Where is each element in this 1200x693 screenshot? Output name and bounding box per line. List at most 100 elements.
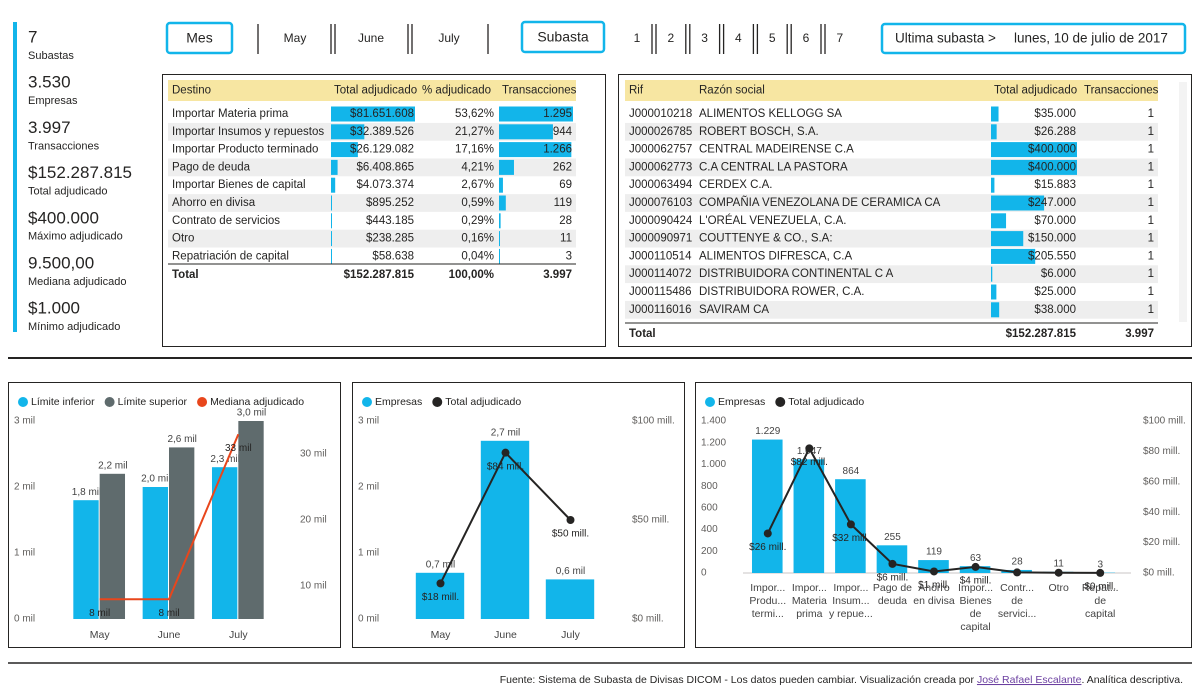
- data-label: $82 mill.: [791, 457, 828, 468]
- line-marker: [1013, 568, 1022, 577]
- line-marker: [971, 562, 980, 571]
- total-cell: $152.287.815: [1006, 328, 1077, 340]
- data-bar: [331, 231, 332, 247]
- total-cell: Total: [629, 328, 656, 340]
- auction-option[interactable]: 2: [667, 31, 674, 45]
- y-tick-label: 1.000: [701, 459, 726, 470]
- kpi-label: Subastas: [28, 50, 74, 62]
- column-header: Total adjudicado: [334, 85, 417, 97]
- y-tick-label: 1 mil: [14, 548, 35, 559]
- y-tick-label: 1 mil: [358, 548, 379, 559]
- table-cell: J000063494: [629, 179, 693, 191]
- filter-button[interactable]: [165, 21, 234, 55]
- data-label: $1 mill.: [918, 580, 950, 591]
- legend-label: Total adjudicado: [788, 396, 864, 408]
- data-bar: [499, 195, 506, 211]
- data-bar: [991, 213, 1007, 229]
- auction-option[interactable]: 7: [836, 31, 843, 45]
- table-cell: CENTRAL MADEIRENSE C.A: [699, 144, 854, 156]
- table-cell: ALIMENTOS KELLOGG SA: [699, 108, 842, 120]
- x-tick-label: Otro: [1048, 582, 1069, 594]
- y2-tick-label: 20 mil: [300, 515, 327, 526]
- data-label: 2,6 mil: [167, 434, 196, 445]
- chart-panel: [8, 382, 341, 648]
- table-cell: 3: [566, 250, 572, 262]
- table-cell: SAVIRAM CA: [699, 304, 769, 316]
- legend-swatch: [18, 397, 28, 407]
- legend-swatch: [362, 397, 372, 407]
- footer: Fuente: Sistema de Subasta de Divisas DI…: [500, 674, 1183, 686]
- auction-option[interactable]: 4: [735, 31, 742, 45]
- filter-button[interactable]: [520, 20, 606, 54]
- data-bar: [331, 142, 358, 158]
- data-bar: [991, 248, 1036, 264]
- table-cell: J000076103: [629, 197, 692, 209]
- data-bar: [331, 159, 338, 175]
- line-marker: [1096, 568, 1105, 577]
- legend-label: Total adjudicado: [445, 396, 521, 408]
- kpi-value: 3.530: [28, 73, 71, 92]
- table-header: [625, 80, 1158, 101]
- bar: [751, 439, 783, 573]
- legend-label: Límite inferior: [31, 396, 95, 408]
- chart-panel: [695, 382, 1192, 648]
- kpi-accent: [13, 22, 17, 332]
- table-cell: $247.000: [1028, 197, 1076, 209]
- data-bar: [991, 159, 1077, 175]
- data-label: 255: [884, 532, 901, 543]
- y2-tick-label: $80 mill.: [1143, 446, 1180, 457]
- x-tick-label: May: [90, 629, 111, 641]
- month-option[interactable]: July: [438, 31, 459, 45]
- table-cell: COMPAÑIA VENEZOLANA DE CERAMICA CA: [699, 196, 941, 209]
- column-header: Transacciones: [502, 85, 577, 97]
- data-bar: [991, 231, 1024, 247]
- data-bar: [991, 266, 993, 282]
- line-marker: [1054, 568, 1063, 577]
- total-cell: 100,00%: [449, 269, 494, 281]
- bar: [545, 579, 595, 619]
- legend-swatch: [104, 397, 115, 407]
- data-bar: [991, 106, 999, 122]
- kpi-label: Total adjudicado: [28, 186, 108, 198]
- table-cell: 1: [1148, 144, 1154, 156]
- author-link[interactable]: José Rafael Escalante: [977, 674, 1082, 686]
- table-cell: 262: [553, 161, 572, 173]
- line-marker: [436, 579, 445, 588]
- table-cell: $238.285: [366, 233, 414, 245]
- x-tick-label: June: [158, 629, 181, 641]
- line-marker: [805, 444, 814, 453]
- row-stripe: [625, 229, 1158, 248]
- table-cell: Importar Bienes de capital: [172, 179, 306, 191]
- table-cell: 1: [1148, 233, 1154, 245]
- table-cell: Otro: [172, 233, 194, 245]
- scrollbar[interactable]: [1179, 82, 1187, 322]
- y-tick-label: 0: [701, 568, 707, 579]
- x-tick-label: July: [229, 629, 248, 641]
- row-stripe: [168, 229, 576, 248]
- data-label: 1,8 mil: [72, 487, 101, 498]
- auction-option[interactable]: 5: [769, 31, 776, 45]
- bar: [793, 459, 825, 573]
- line: [99, 433, 240, 601]
- data-bar: [499, 124, 553, 140]
- table-cell: $32.389.526: [350, 126, 414, 138]
- y2-tick-label: $50 mill.: [632, 515, 669, 526]
- month-option[interactable]: May: [284, 31, 307, 45]
- data-bar: [991, 195, 1045, 211]
- table-cell: Pago de deuda: [172, 161, 251, 173]
- auction-option[interactable]: 3: [701, 31, 708, 45]
- auction-option[interactable]: 1: [634, 31, 641, 45]
- table-cell: 1: [1148, 286, 1154, 298]
- data-label: 2,0 mil: [141, 474, 170, 485]
- data-label: 8 mil: [89, 608, 110, 619]
- legend-label: Empresas: [718, 396, 765, 408]
- table-cell: J000115486: [629, 286, 691, 298]
- table-cell: 21,27%: [455, 126, 494, 138]
- kpi-value: $1.000: [28, 299, 80, 318]
- auction-option[interactable]: 6: [803, 31, 810, 45]
- month-option[interactable]: June: [358, 31, 384, 45]
- table-cell: $443.185: [366, 215, 414, 227]
- table-cell: 28: [559, 215, 572, 227]
- table-cell: $81.651.608: [350, 108, 414, 120]
- legend-swatch: [705, 397, 715, 407]
